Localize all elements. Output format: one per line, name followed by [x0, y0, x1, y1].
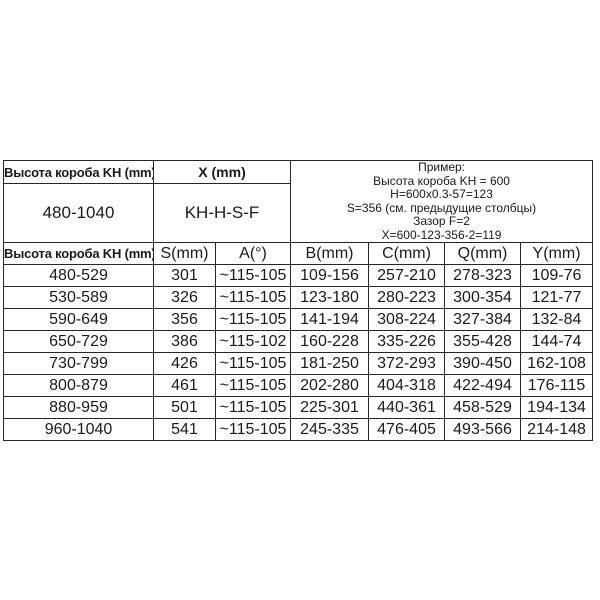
table-cell: 458-529	[444, 396, 522, 419]
table-cell: ~115-105	[214, 286, 292, 309]
table-cell: 541	[153, 418, 216, 441]
table-cell: 132-84	[520, 308, 594, 331]
table-cell: 404-318	[368, 374, 446, 397]
table-cell: ~115-102	[214, 330, 292, 353]
table-cell: 141-194	[290, 308, 370, 331]
table-cell: 194-134	[520, 396, 594, 419]
table-cell: 301	[153, 264, 216, 287]
table-row: 650-729 386 ~115-102 160-228 335-226 355…	[3, 330, 594, 353]
table-row: 960-1040 541 ~115-105 245-335 476-405 49…	[3, 418, 594, 441]
table-cell: 176-115	[520, 374, 594, 397]
table-cell: 109-76	[520, 264, 594, 287]
example-line-2: Высота короба KH = 600	[373, 173, 510, 188]
table-cell: ~115-105	[214, 396, 292, 419]
col-header-a: A(°)	[214, 242, 292, 265]
table-cell: 160-228	[290, 330, 370, 353]
top-value-row: 480-1040 KH-H-S-F	[3, 183, 593, 243]
table-cell: 426	[153, 352, 216, 375]
table-row: 590-649 356 ~115-105 141-194 308-224 327…	[3, 308, 594, 331]
table-row: 480-529 301 ~115-105 109-156 257-210 278…	[3, 264, 594, 287]
col-header-b: B(mm)	[290, 242, 370, 265]
table-cell: 372-293	[368, 352, 446, 375]
table-cell: 326	[153, 286, 216, 309]
col-header-q: Q(mm)	[444, 242, 522, 265]
table-cell: 327-384	[444, 308, 522, 331]
table-cell: 530-589	[3, 286, 154, 309]
example-line-5: Зазор F=2	[413, 214, 470, 228]
col-header-c: C(mm)	[368, 242, 446, 265]
example-line-4: S=356 (см. предыдущие столбцы)	[346, 200, 537, 215]
kh-header-top: Высота короба KH (mm)	[3, 159, 154, 185]
table-cell: 501	[153, 396, 216, 419]
table-cell: 650-729	[3, 330, 154, 353]
table-cell: 356	[153, 308, 216, 331]
table-cell: 590-649	[3, 308, 154, 331]
table-cell: 214-148	[520, 418, 594, 441]
kh-range-value: 480-1040	[3, 183, 154, 243]
table-cell: 257-210	[368, 264, 446, 287]
table-cell: 300-354	[444, 286, 522, 309]
table-cell: 493-566	[444, 418, 522, 441]
table-cell: 225-301	[290, 396, 370, 419]
table-cell: 123-180	[290, 286, 370, 309]
col-header-kh: Высота короба KH (mm)	[3, 242, 154, 265]
table-cell: 335-226	[368, 330, 446, 353]
spec-table: Высота короба KH (mm) X (mm) Пример: Выс…	[3, 159, 594, 441]
table-cell: 278-323	[444, 264, 522, 287]
top-header-row: Высота короба KH (mm) X (mm) Пример: Выс…	[3, 159, 594, 243]
table-cell: 121-77	[520, 286, 594, 309]
table-cell: 960-1040	[3, 418, 154, 441]
example-cell: Пример: Высота короба KH = 600 H=600x0.3…	[290, 160, 594, 243]
x-formula-value: KH-H-S-F	[152, 183, 292, 243]
table-cell: 181-250	[290, 352, 370, 375]
example-line-6: X=600-123-356-2=119	[381, 227, 502, 242]
table-cell: ~115-105	[214, 418, 292, 441]
table-cell: 800-879	[3, 374, 154, 397]
table-cell: 461	[153, 374, 216, 397]
table-row: 880-959 501 ~115-105 225-301 440-361 458…	[3, 396, 594, 419]
table-cell: 280-223	[368, 286, 446, 309]
table-cell: 144-74	[520, 330, 594, 353]
table-cell: 202-280	[290, 374, 370, 397]
table-cell: ~115-105	[214, 264, 292, 287]
table-row: 530-589 326 ~115-105 123-180 280-223 300…	[3, 286, 594, 309]
table-cell: 422-494	[444, 374, 522, 397]
table-cell: ~115-105	[214, 352, 292, 375]
table-cell: ~115-105	[214, 374, 292, 397]
col-header-y: Y(mm)	[520, 242, 594, 265]
table-cell: 476-405	[368, 418, 446, 441]
table-cell: 386	[153, 330, 216, 353]
table-cell: 880-959	[3, 396, 154, 419]
table-cell: 730-799	[3, 352, 154, 375]
table-cell: 245-335	[290, 418, 370, 441]
example-line-3: H=600x0.3-57=123	[390, 187, 493, 201]
column-header-row: Высота короба KH (mm) S(mm) A(°) B(mm) C…	[3, 242, 594, 265]
table-cell: 109-156	[290, 264, 370, 287]
table-row: 800-879 461 ~115-105 202-280 404-318 422…	[3, 374, 594, 397]
table-cell: 355-428	[444, 330, 522, 353]
example-line-1: Пример:	[418, 160, 465, 174]
col-header-s: S(mm)	[153, 242, 216, 265]
table-row: 730-799 426 ~115-105 181-250 372-293 390…	[3, 352, 594, 375]
table-cell: 440-361	[368, 396, 446, 419]
table-cell: 308-224	[368, 308, 446, 331]
table-cell: ~115-105	[214, 308, 292, 331]
spec-table-wrap: Высота короба KH (mm) X (mm) Пример: Выс…	[3, 159, 594, 441]
table-cell: 480-529	[3, 264, 154, 287]
table-cell: 162-108	[520, 352, 594, 375]
table-cell: 390-450	[444, 352, 522, 375]
x-header: X (mm)	[152, 159, 292, 185]
